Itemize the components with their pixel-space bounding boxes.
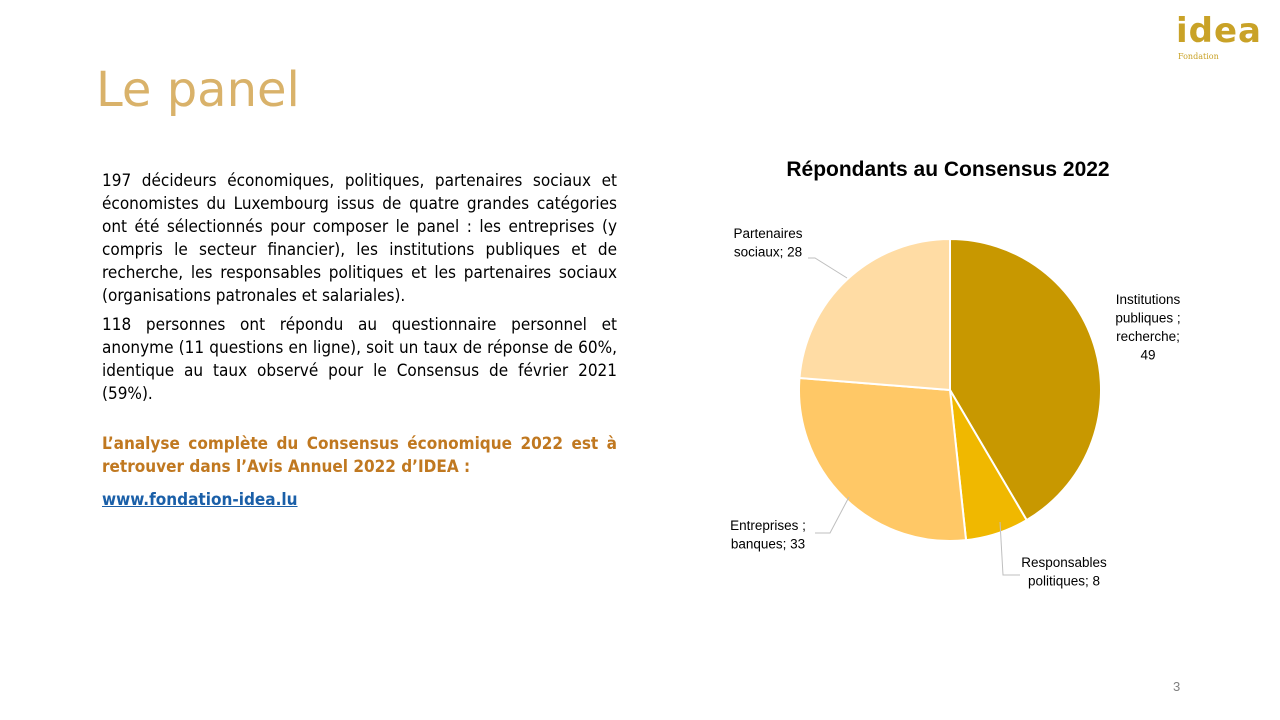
leader-line	[815, 496, 850, 534]
leader-line	[999, 521, 1020, 576]
leader-line	[808, 257, 848, 279]
data-label: Institutions publiques ; recherche; 49	[1115, 292, 1180, 363]
page-number: 3	[1173, 679, 1181, 694]
data-label: Entreprises ; banques; 33	[730, 518, 806, 552]
data-label: Partenaires sociaux; 28	[733, 226, 802, 260]
logo-subtitle: Fondation	[1178, 52, 1219, 61]
chart-title: Répondants au Consensus 2022	[786, 158, 1110, 181]
slice-partenaires	[798, 237, 951, 392]
paragraph-response: 118 personnes ont répondu au questionnai…	[102, 315, 617, 404]
paragraph-panel: 197 décideurs économiques, politiques, p…	[102, 171, 617, 306]
slice-institutions	[949, 237, 1102, 522]
slice-entreprises	[798, 376, 968, 542]
idea-logo: idea Fondation	[1176, 14, 1266, 66]
data-label: Responsables politiques; 8	[1021, 555, 1107, 589]
page-title: Le panel	[96, 62, 300, 118]
highlight-text: L’analyse complète du Consensus économiq…	[102, 434, 617, 477]
body-text: 197 décideurs économiques, politiques, p…	[102, 170, 617, 512]
website-link[interactable]: www.fondation-idea.lu	[102, 490, 298, 510]
logo-word: idea	[1176, 11, 1262, 51]
